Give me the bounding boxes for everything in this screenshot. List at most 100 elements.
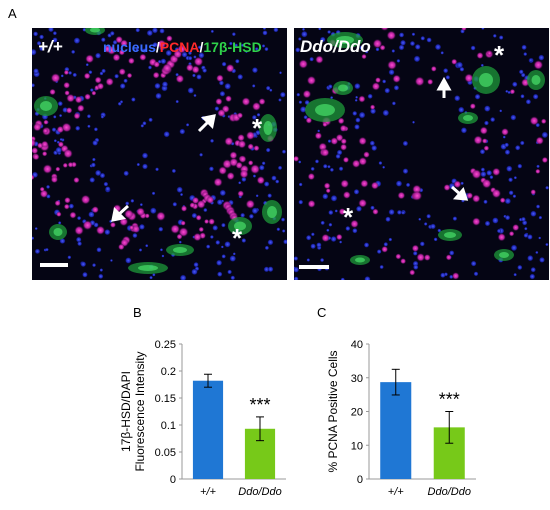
pcna-cell [472, 217, 481, 226]
nucleus-dot [136, 162, 141, 167]
nucleus-dot [179, 192, 184, 197]
pcna-cell [24, 139, 30, 145]
nucleus-dot [185, 123, 190, 127]
pcna-cell [235, 161, 243, 170]
nucleus-dot [117, 101, 122, 106]
nucleus-dot [240, 43, 245, 48]
pcna-cell [381, 245, 389, 253]
pcna-cell [124, 209, 134, 219]
nucleus-dot [94, 52, 102, 59]
nucleus-dot [355, 117, 361, 123]
pcna-cell [229, 151, 238, 160]
pcna-cell [501, 128, 509, 136]
nucleus-dot [480, 170, 487, 178]
pcna-cell [152, 71, 160, 79]
nucleus-dot [202, 67, 208, 74]
pcna-cell [225, 95, 233, 103]
nucleus-dot [135, 28, 141, 33]
pcna-cell [473, 135, 483, 145]
nucleus-dot [508, 190, 514, 196]
y-tick-label: 0.25 [155, 339, 176, 351]
nucleus-dot [256, 112, 261, 117]
pcna-cell [471, 169, 482, 180]
pcna-cell [322, 121, 328, 128]
nucleus-dot [523, 52, 528, 57]
pcna-cell [294, 155, 300, 162]
nucleus-dot [159, 248, 164, 252]
nucleus-dot [248, 213, 255, 219]
pcna-cell [338, 208, 346, 216]
nucleus-dot [279, 91, 286, 98]
nucleus-dot [310, 232, 315, 237]
pcna-cell [176, 233, 183, 240]
pcna-cell [69, 211, 77, 219]
pcna-cell [358, 198, 368, 208]
pcna-cell [492, 167, 501, 177]
nucleus-dot [281, 229, 286, 233]
nucleus-dot [459, 66, 465, 72]
pcna-cell [479, 126, 488, 135]
nucleus-dot [152, 41, 158, 48]
pcna-cell [395, 253, 402, 260]
pcna-cell [196, 199, 206, 209]
pcna-cell [118, 243, 125, 251]
nucleus-dot [517, 264, 523, 271]
pcna-cell [325, 188, 331, 194]
nucleus-dot [385, 216, 391, 223]
asterisk-marker: * [232, 223, 243, 253]
nucleus-dot [481, 28, 485, 30]
pcna-cell [414, 76, 425, 87]
nucleus-dot [89, 176, 96, 183]
nucleus-dot [264, 46, 269, 52]
nucleus-dot [104, 186, 111, 192]
nucleus-dot [228, 41, 233, 46]
nucleus-dot [538, 236, 542, 240]
pcna-cell [533, 60, 544, 70]
pcna-cell [412, 190, 423, 201]
nucleus-dot [214, 106, 220, 112]
pcna-cell [50, 175, 59, 184]
nucleus-dot [161, 254, 165, 258]
nucleus-dot [319, 257, 325, 263]
nucleus-dot [369, 140, 376, 147]
pcna-cell [451, 58, 458, 65]
pcna-cell [483, 145, 490, 152]
pcna-cell [392, 74, 401, 83]
nucleus-dot [504, 214, 511, 221]
nucleus-dot [412, 120, 416, 124]
pcna-cell [241, 97, 251, 106]
pcna-cell [224, 136, 234, 146]
nucleus-dot [75, 236, 82, 243]
nucleus-dot [240, 212, 246, 218]
nucleus-dot [382, 165, 386, 169]
nucleus-dot [371, 144, 378, 152]
pcna-cell [380, 28, 389, 31]
pcna-cell [216, 74, 224, 82]
nucleus-dot [433, 237, 438, 242]
nucleus-dot [411, 32, 416, 37]
pcna-cell [95, 225, 106, 235]
nucleus-dot [334, 209, 338, 213]
nucleus-dot [71, 49, 76, 55]
nucleus-dot [216, 198, 224, 206]
pcna-cell [191, 196, 200, 205]
nucleus-dot [199, 152, 204, 157]
pcna-cell [256, 176, 265, 185]
pcna-cell [156, 211, 166, 222]
pcna-cell [509, 88, 516, 95]
nucleus-dot [526, 254, 534, 262]
stain-legend-nucleus: nucleus [103, 39, 156, 55]
nucleus-dot [320, 220, 325, 226]
nucleus-dot [60, 74, 64, 78]
pcna-cell [175, 74, 185, 84]
nucleus-dot [92, 139, 99, 146]
nucleus-dot [305, 234, 312, 241]
nucleus-dot [244, 50, 248, 54]
pcna-cell [80, 194, 91, 205]
nucleus-dot [196, 73, 202, 80]
nucleus-dot [86, 114, 92, 119]
nucleus-dot [322, 163, 328, 169]
nucleus-dot [518, 69, 524, 75]
pcna-cell [409, 269, 416, 276]
pcna-cell [351, 159, 361, 168]
